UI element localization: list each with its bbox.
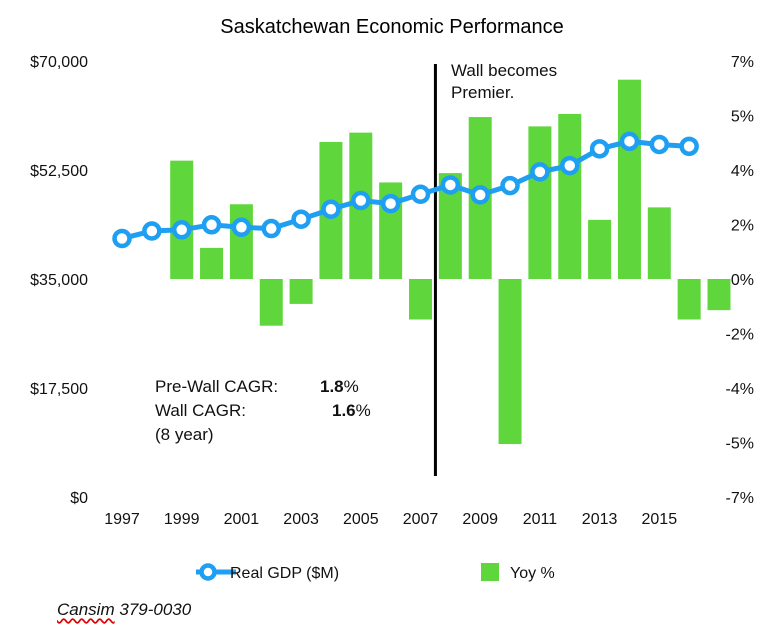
x-tick-label: 2015 [642,511,678,528]
right-tick-label: 2% [731,218,754,235]
wall-label-line1: Wall becomes [451,61,557,80]
yoy-bars [170,79,731,445]
gdp-point [619,131,640,152]
legend-yoy: Yoy % [481,563,555,582]
gdp-point [231,217,252,238]
x-tick-label: 2001 [224,511,260,528]
yoy-bar [498,279,522,445]
gdp-point [679,136,699,157]
yoy-bar [588,219,612,279]
left-tick-label: $35,000 [30,272,88,289]
yoy-bar [229,204,253,279]
yoy-bar [170,160,194,279]
x-tick-label: 2013 [582,511,618,528]
right-axis-ticks: -7% -5% -4% -2% 0% 2% 4% 5% 7% [726,54,754,507]
pre-wall-cagr-value: 1.8% [320,377,359,396]
left-tick-label: $0 [70,490,88,507]
cagr-annotation: Pre-Wall CAGR: 1.8% Wall CAGR: 1.6% (8 y… [155,377,371,444]
yoy-bar [558,113,582,279]
gdp-point [321,199,341,219]
right-tick-label: -2% [726,327,754,344]
x-tick-label: 2009 [462,511,498,528]
x-tick-label: 2003 [283,511,319,528]
x-axis-ticks: 1997 1999 2001 2003 2005 2007 2009 2011 2013 2015 [104,511,677,528]
yoy-bar [647,207,671,279]
gdp-point [201,215,222,235]
right-tick-label: 5% [731,109,754,126]
gdp-point [410,184,431,205]
wall-cagr-value: 1.6% [332,401,371,420]
gdp-point [351,190,371,211]
legend: Real GDP ($M) Yoy % [196,563,555,582]
x-tick-label: 2005 [343,511,379,528]
source-table: 379-0030 [119,600,192,619]
right-tick-label: 4% [731,163,754,180]
right-tick-label: -5% [726,436,754,453]
gdp-point [440,175,461,195]
right-tick-label: -4% [726,381,754,398]
gdp-point [380,193,401,214]
chart-title: Saskatchewan Economic Performance [220,16,564,38]
yoy-bar [200,247,224,279]
legend-yoy-swatch [481,563,499,581]
gdp-point [261,218,281,239]
yoy-bar [707,279,731,311]
gdp-point [470,185,490,205]
gdp-point [649,134,670,155]
left-tick-label: $52,500 [30,163,88,180]
yoy-bar [617,79,641,279]
yoy-bar [438,173,462,279]
yoy-bar [409,279,432,320]
source-cansim: Cansim [57,600,115,619]
gdp-point [530,162,550,182]
x-tick-label: 2007 [403,511,439,528]
legend-gdp-swatch-marker [199,563,217,581]
gdp-point [291,209,311,229]
gdp-point [589,139,610,159]
legend-gdp-label: Real GDP ($M) [230,565,339,582]
yoy-bar [259,279,283,326]
yoy-bar [677,279,701,320]
pre-wall-cagr-label: Pre-Wall CAGR: [155,377,278,396]
left-axis-ticks: $0 $17,500 $35,000 $52,500 $70,000 [30,54,88,507]
right-tick-label: 7% [731,54,754,71]
left-tick-label: $70,000 [30,54,88,71]
gdp-point [171,220,192,240]
gdp-point [500,175,520,196]
wall-cagr-label: Wall CAGR: [155,401,246,420]
source-note: Cansim 379-0030 [57,600,191,620]
left-tick-label: $17,500 [30,381,88,398]
gdp-line-series [112,131,699,249]
x-tick-label: 2011 [523,511,558,528]
wall-label-line2: Premier. [451,83,514,102]
gdp-point [112,228,132,249]
gdp-point [560,155,580,176]
right-tick-label: -7% [726,490,754,507]
yoy-bar [528,126,552,280]
wall-cagr-note: (8 year) [155,425,214,444]
x-tick-label: 1999 [164,511,200,528]
yoy-bar [289,279,313,304]
legend-gdp: Real GDP ($M) [196,563,339,582]
right-tick-label: 0% [731,272,754,289]
x-tick-label: 1997 [104,511,140,528]
gdp-point [142,221,162,241]
legend-yoy-label: Yoy % [510,565,555,582]
